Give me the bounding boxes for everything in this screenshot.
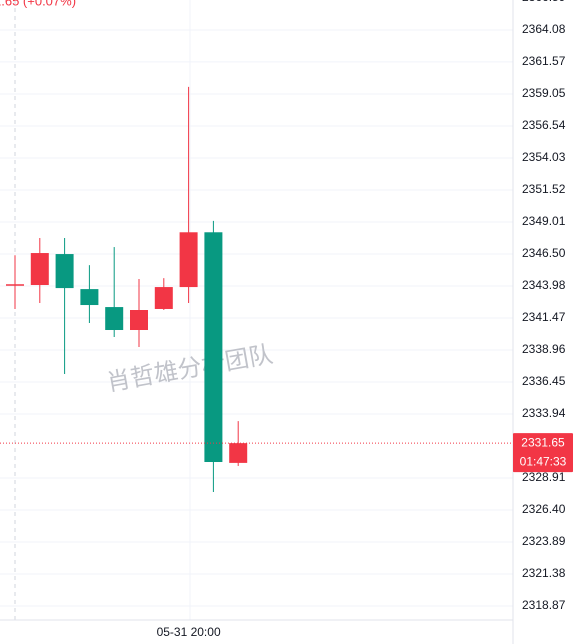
y-tick-label: 2338.96 xyxy=(522,342,566,356)
y-tick-label: 2333.94 xyxy=(522,406,566,420)
candle-body xyxy=(80,289,99,306)
y-tick-label: 2359.05 xyxy=(522,86,566,100)
y-tick-label: 2321.38 xyxy=(522,566,566,580)
y-tick-label: 2318.87 xyxy=(522,598,566,612)
y-tick-label: 2346.50 xyxy=(522,246,566,260)
candle-body xyxy=(229,443,248,463)
candles xyxy=(0,86,513,492)
y-tick-label: 2349.01 xyxy=(522,214,566,228)
candle-body xyxy=(105,307,124,331)
countdown-label: 01:47:33 xyxy=(520,454,567,468)
candle-body xyxy=(55,254,74,289)
candle-body xyxy=(154,287,173,309)
price-axis: 2366.59 2364.08 2361.57 2359.05 2356.54 2354.… xyxy=(157,0,573,639)
y-tick-label: 2326.40 xyxy=(522,502,566,516)
last-price-box xyxy=(513,433,573,473)
y-tick-label: 2323.89 xyxy=(522,534,566,548)
candle-body xyxy=(204,232,223,463)
y-tick-label: 2364.08 xyxy=(522,22,566,36)
grid xyxy=(0,29,513,607)
candle-body xyxy=(179,232,198,288)
x-tick-label: 05-31 20:00 xyxy=(157,625,221,639)
y-tick-label: 2343.98 xyxy=(522,278,566,292)
last-price-label: 2331.65 xyxy=(521,435,565,449)
y-tick-label: 2328.91 xyxy=(522,470,566,484)
y-tick-label: 2351.52 xyxy=(522,182,566,196)
y-tick-label: 2341.47 xyxy=(522,310,566,324)
candle-body xyxy=(30,253,49,286)
change-text: 1.65 (+0.07%) xyxy=(0,0,76,8)
y-tick-label: 2354.03 xyxy=(522,150,566,164)
candle-body xyxy=(130,310,148,331)
y-tick-label: 2361.57 xyxy=(522,54,566,68)
y-tick-label: 2356.54 xyxy=(522,118,566,132)
y-tick-label: 2336.45 xyxy=(522,374,566,388)
y-tick-label: 2366.59 xyxy=(522,0,566,4)
